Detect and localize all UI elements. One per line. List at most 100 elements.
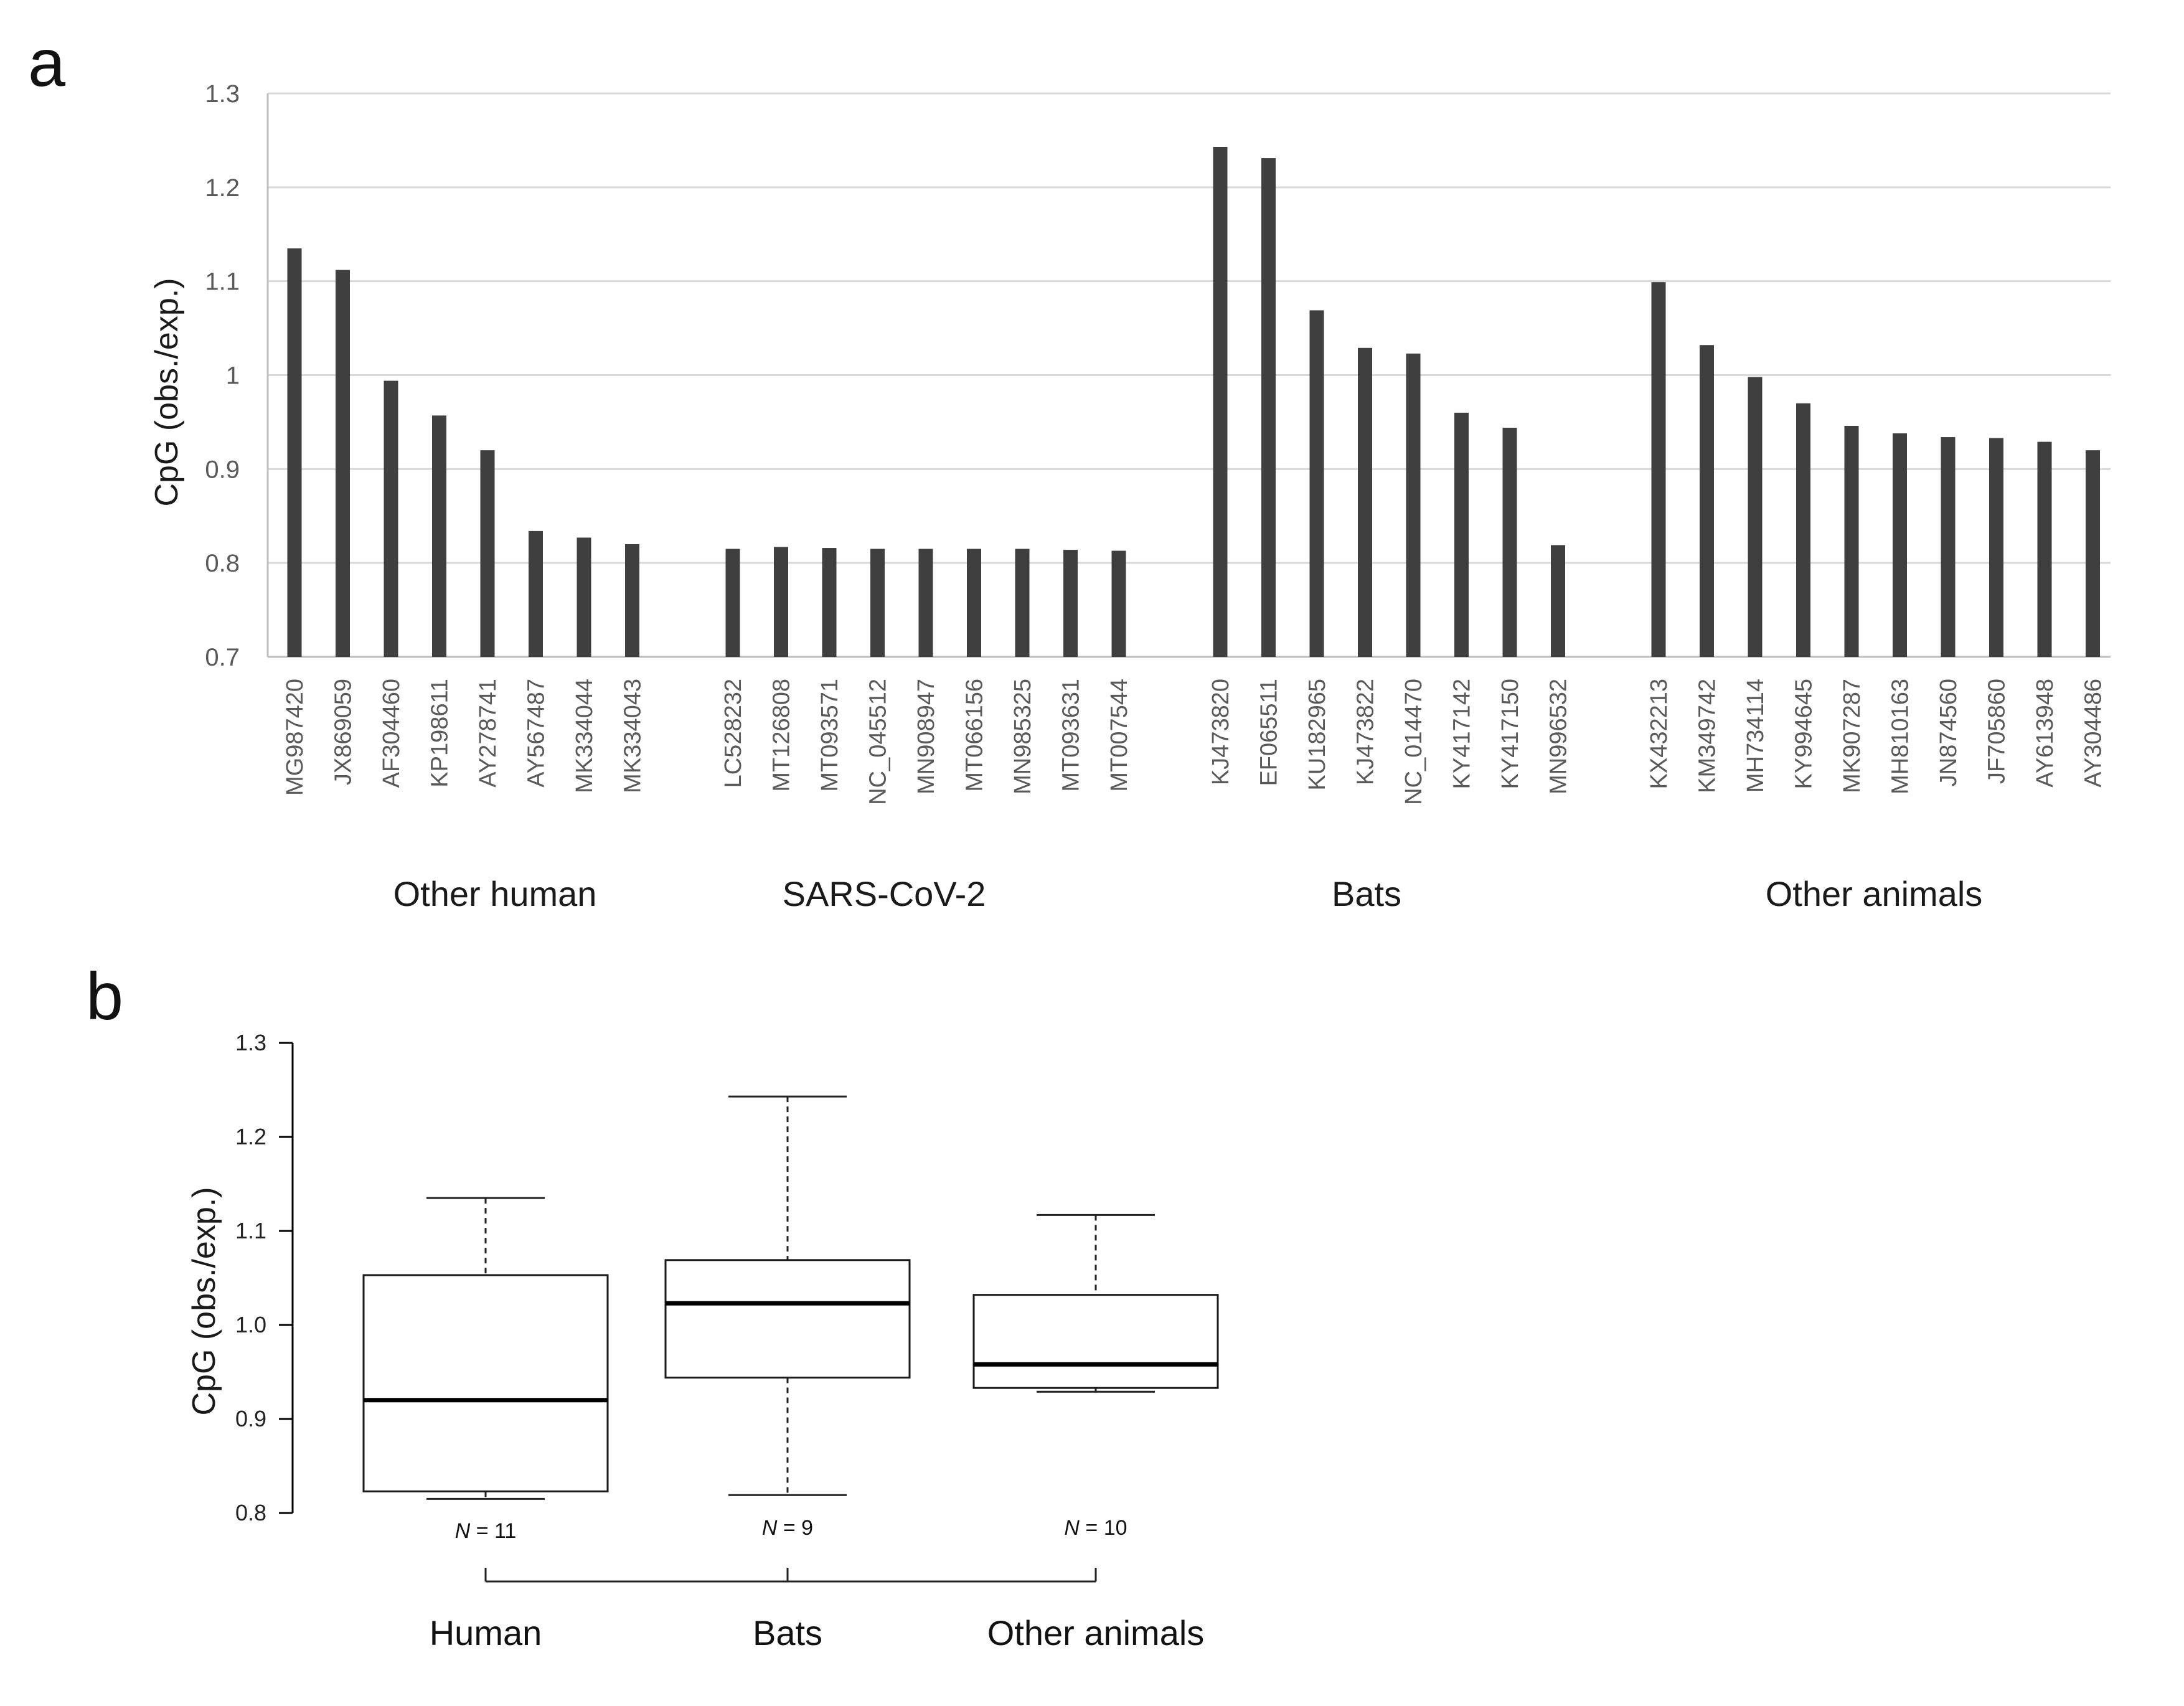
bar — [432, 415, 446, 657]
y-tick-label: 0.7 — [205, 644, 240, 671]
category-label: NC_014470 — [1401, 679, 1427, 805]
bar — [1063, 550, 1078, 657]
category-label: KU182965 — [1304, 679, 1330, 791]
y-tick-label: 1.1 — [205, 268, 240, 296]
category-label: JF705860 — [1984, 679, 2010, 784]
panel-a-gridlines — [266, 92, 2111, 658]
bar — [1502, 427, 1517, 657]
category-label: MN908947 — [913, 679, 939, 794]
bar — [1454, 412, 1469, 657]
category-label: AY304486 — [2081, 679, 2107, 788]
bar — [384, 380, 398, 657]
bar — [1551, 545, 1565, 657]
category-label: MT093631 — [1058, 679, 1085, 792]
bar — [1941, 437, 1956, 657]
category-label: MT126808 — [769, 679, 795, 792]
panel-b-group-bracket: Human Bats Other animals — [430, 1568, 1205, 1652]
category-label: NC_045512 — [865, 679, 892, 805]
category-label: AY567487 — [524, 679, 550, 788]
category-label: MT007544 — [1106, 679, 1132, 792]
iqr-box — [664, 1259, 911, 1379]
category-label: MK334044 — [572, 679, 598, 793]
bar — [870, 549, 885, 657]
y-tick-label: 1.3 — [205, 80, 240, 108]
y-tick-label: 0.9 — [235, 1406, 266, 1431]
panel-b-boxplots: N = 11 N = 9 N = 10 — [362, 1095, 1219, 1543]
y-tick-label: 0.9 — [205, 456, 240, 483]
bar — [774, 547, 788, 657]
group-label: Other animals — [987, 1613, 1205, 1652]
bar — [1213, 146, 1228, 657]
iqr-box — [972, 1294, 1219, 1389]
category-label: AF304460 — [379, 679, 405, 788]
bar — [1893, 433, 1907, 657]
category-label: AY613948 — [2032, 679, 2058, 788]
bar — [625, 544, 639, 657]
y-tick-label: 1.0 — [235, 1312, 266, 1337]
bar — [967, 549, 981, 657]
n-label: N = 11 — [455, 1519, 517, 1543]
category-label: MN996532 — [1546, 679, 1572, 794]
category-label: KJ473820 — [1208, 679, 1234, 785]
panel-a-y-ticks: 0.7 0.8 0.9 1 1.1 1.2 1.3 — [205, 80, 240, 671]
category-label: EF065511 — [1256, 679, 1283, 786]
bar — [1309, 310, 1324, 657]
group-label: Bats — [753, 1613, 822, 1652]
category-label: MK334043 — [620, 679, 646, 793]
bar — [1748, 377, 1763, 657]
category-label: MH734114 — [1743, 679, 1769, 793]
category-label: JX869059 — [331, 679, 357, 785]
category-label: KJ473822 — [1353, 679, 1379, 785]
bar — [1358, 347, 1372, 657]
bar — [480, 450, 495, 657]
bar — [577, 537, 591, 657]
y-tick-label: 1.3 — [235, 1030, 266, 1055]
category-label: KX432213 — [1646, 679, 1672, 789]
bar — [822, 548, 837, 657]
category-label: MG987420 — [282, 679, 308, 796]
bar — [1651, 282, 1666, 657]
category-label: KY417142 — [1449, 679, 1476, 789]
bar — [2037, 441, 2052, 657]
group-label: Other animals — [1766, 874, 1983, 913]
category-label: AY278741 — [475, 679, 501, 788]
category-label: MK907287 — [1839, 679, 1865, 793]
bar — [918, 549, 933, 657]
bar — [287, 248, 302, 657]
panel-a-category-labels: MG987420 JX869059 AF304460 KP198611 AY278741… — [282, 679, 2107, 805]
panel-b-y-axis: 0.8 0.9 1.0 1.1 1.2 1.3 — [235, 1030, 294, 1525]
panel-b-y-axis-label: CpG (obs./exp.) — [186, 1187, 222, 1415]
group-label: Other human — [393, 874, 597, 913]
iqr-box — [362, 1274, 609, 1492]
category-label: MT066156 — [962, 679, 988, 792]
bar — [336, 270, 350, 657]
bar — [1111, 550, 1126, 657]
panel-label-a: a — [28, 25, 66, 100]
category-label: KY417150 — [1497, 679, 1523, 789]
y-tick-label: 1.2 — [205, 174, 240, 202]
category-label: KP198611 — [427, 679, 453, 788]
category-label: KY994645 — [1791, 679, 1817, 789]
bar — [1989, 438, 2003, 657]
bar — [725, 549, 740, 657]
bar — [1844, 425, 1859, 657]
n-label: N = 9 — [762, 1516, 813, 1540]
bar — [1015, 549, 1030, 657]
category-label: MH810163 — [1888, 679, 1914, 794]
y-tick-label: 1.2 — [235, 1124, 266, 1149]
category-label: MN985325 — [1010, 679, 1036, 794]
category-label: LC528232 — [720, 679, 746, 788]
panel-a-group-labels: Other human SARS-CoV-2 Bats Other animals — [393, 874, 1983, 913]
bar — [1261, 158, 1276, 657]
bar — [1796, 403, 1810, 657]
group-label: Bats — [1332, 874, 1401, 913]
bar — [2086, 450, 2100, 657]
panel-label-b: b — [86, 958, 123, 1034]
n-label: N = 10 — [1064, 1516, 1127, 1540]
category-label: MT093571 — [817, 679, 843, 792]
bar — [529, 530, 543, 657]
category-label: KM349742 — [1695, 679, 1721, 793]
group-label: SARS-CoV-2 — [783, 874, 986, 913]
bar — [1700, 345, 1714, 657]
